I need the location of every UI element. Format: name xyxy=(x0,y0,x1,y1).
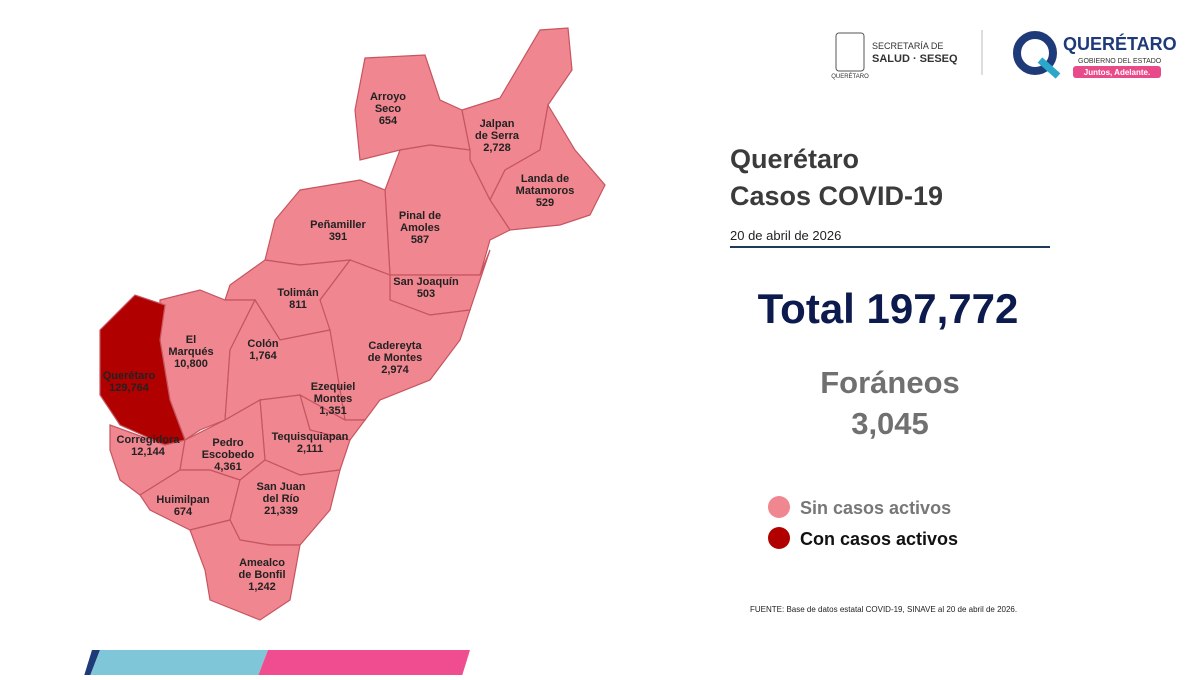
logo-text: SALUD · SESEQ xyxy=(872,53,958,65)
municipality-name: San Joaquín xyxy=(393,276,459,288)
municipality-cases: 1,242 xyxy=(248,581,276,593)
municipality-cases: 811 xyxy=(289,299,307,311)
date: 20 de abril de 2026 xyxy=(730,228,841,243)
municipality-name: Tolimán xyxy=(277,287,319,299)
municipality-name: Peñamiller xyxy=(310,219,366,231)
title: Querétaro xyxy=(730,144,859,174)
logo-q xyxy=(1013,31,1057,75)
municipality-name: Arroyo xyxy=(370,91,406,103)
municipality-cases: 1,351 xyxy=(319,405,347,417)
municipality-cases: 503 xyxy=(417,288,435,300)
municipality xyxy=(489,103,606,231)
municipality-name: Amealco xyxy=(239,557,285,569)
logo-seseq: SECRETARÍA DE SALUD · SESEQ QUERÉTARO QU… xyxy=(831,30,1177,80)
municipality-name: Escobedo xyxy=(202,449,255,461)
municipality xyxy=(189,519,301,621)
stripe xyxy=(258,650,470,676)
logo-q-tail xyxy=(1037,57,1061,79)
municipality-cases: 674 xyxy=(174,506,193,518)
municipality-name: del Río xyxy=(263,493,300,505)
municipality-name: Landa de xyxy=(521,173,569,185)
municipality-name: Pedro xyxy=(212,437,243,449)
logo-text: GOBIERNO DEL ESTADO xyxy=(1078,58,1162,65)
municipality-name: San Juan xyxy=(257,481,306,493)
municipality-name: Ezequiel xyxy=(311,381,356,393)
map xyxy=(99,27,606,621)
foraneos-label: Foráneos xyxy=(820,365,960,400)
municipality-name: Jalpan xyxy=(480,118,515,130)
municipality-name: Tequisquiapan xyxy=(272,431,349,443)
stripe xyxy=(84,650,100,676)
stripe xyxy=(90,650,268,676)
municipality-name: Montes xyxy=(314,393,353,405)
municipality xyxy=(99,294,186,446)
legend-dot xyxy=(768,527,790,549)
municipality-cases: 1,764 xyxy=(249,350,277,362)
title: Casos COVID-19 xyxy=(730,181,943,211)
municipality-cases: 654 xyxy=(379,115,398,127)
legend-dot xyxy=(768,496,790,518)
municipality-name: Pinal de xyxy=(399,210,441,222)
municipality-name: Colón xyxy=(247,338,278,350)
municipality-name: de Montes xyxy=(368,352,422,364)
municipality-cases: 2,974 xyxy=(381,364,409,376)
municipality-cases: 129,764 xyxy=(109,382,150,394)
logo-text: QUERÉTARO xyxy=(831,73,869,80)
municipality-cases: 2,111 xyxy=(297,443,323,455)
slogan-bg xyxy=(1073,66,1161,78)
municipality-name: de Bonfil xyxy=(238,569,285,581)
legend-label: Sin casos activos xyxy=(800,498,951,518)
municipality-name: El xyxy=(186,334,196,346)
bottom-stripe xyxy=(84,650,470,676)
municipality-cases: 12,144 xyxy=(131,446,166,458)
municipality-name: Seco xyxy=(375,103,402,115)
municipality-cases: 2,728 xyxy=(483,142,511,154)
municipality-name: Huimilpan xyxy=(156,494,209,506)
municipality-cases: 21,339 xyxy=(264,505,298,517)
logo-text: QUERÉTARO xyxy=(1063,33,1177,54)
legend: Sin casos activos Con casos activos xyxy=(768,496,958,549)
foraneos-value: 3,045 xyxy=(851,406,929,441)
municipality-name: Corregidora xyxy=(117,434,181,446)
municipality-name: Amoles xyxy=(400,222,440,234)
legend-label: Con casos activos xyxy=(800,529,958,549)
municipality xyxy=(354,54,471,161)
crest xyxy=(835,32,865,72)
municipality-cases: 587 xyxy=(411,234,429,246)
municipality-name: de Serra xyxy=(475,130,520,142)
total: Total 197,772 xyxy=(758,285,1019,332)
municipality-cases: 391 xyxy=(329,231,347,243)
logo-text: Juntos, Adelante. xyxy=(1084,68,1150,77)
municipality-cases: 10,800 xyxy=(174,358,208,370)
municipality-name: Querétaro xyxy=(103,370,156,382)
municipality-name: Marqués xyxy=(168,346,213,358)
municipality-name: Cadereyta xyxy=(368,340,422,352)
source: FUENTE: Base de datos estatal COVID-19, … xyxy=(750,605,1017,614)
logo-text: SECRETARÍA DE xyxy=(872,41,943,51)
municipality-cases: 529 xyxy=(536,197,554,209)
municipality-name: Matamoros xyxy=(516,185,575,197)
municipality-cases: 4,361 xyxy=(214,461,242,473)
